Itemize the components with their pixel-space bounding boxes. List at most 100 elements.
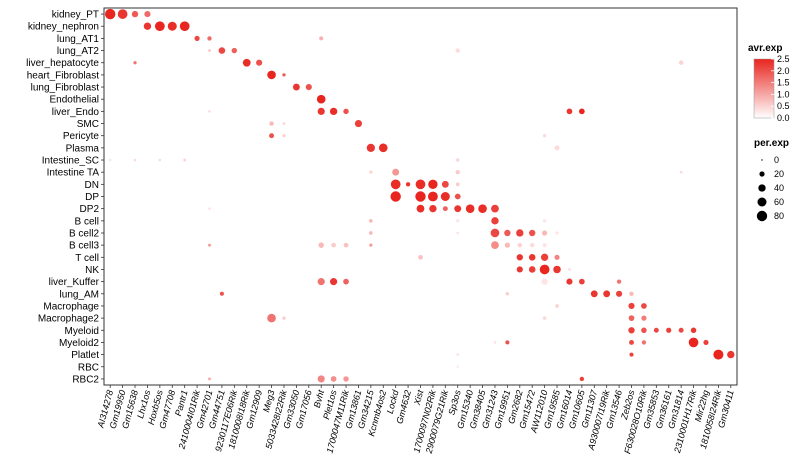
dot [133, 158, 137, 162]
dot [416, 204, 425, 213]
dot [343, 278, 349, 285]
color-legend: avr.exp 2.5 2.0 1.51.0 0.5 0.0 [748, 43, 790, 123]
dot [318, 242, 324, 248]
dot [567, 267, 572, 272]
color-legend-tick-label: 0.5 [777, 101, 790, 111]
column-labels: AI314278Gm19950Gm15638Lhx1osHoxb5osGm477… [95, 385, 736, 455]
row-label: liver_hepatocyte [26, 58, 99, 69]
dot [330, 376, 337, 382]
row-label: RBC [78, 362, 99, 373]
dot [491, 204, 499, 213]
column-label: Xist [412, 388, 426, 407]
size-legend-label: 80 [774, 211, 784, 221]
dot [616, 279, 622, 284]
color-legend-tick-label: 0.0 [777, 113, 790, 123]
size-legend-label: 0 [774, 155, 779, 165]
dot [666, 327, 672, 333]
dot [317, 107, 325, 115]
dot [343, 242, 349, 248]
dot [542, 230, 548, 236]
dot [108, 158, 112, 162]
dot [579, 278, 585, 285]
dot [427, 191, 438, 202]
dot [282, 316, 286, 320]
dot [465, 204, 475, 213]
row-label: Macrophage [43, 301, 99, 312]
dot [256, 59, 263, 66]
dot [542, 134, 547, 138]
dot [454, 193, 461, 200]
size-legend-dot [757, 197, 767, 207]
dot [369, 243, 373, 247]
dot [554, 254, 560, 260]
dot [629, 291, 634, 296]
dot [530, 242, 535, 248]
size-legend-dot [759, 171, 765, 177]
row-labels: kidney_PTkidney_nephronlung_AT1lung_AT2l… [26, 10, 104, 385]
dot [628, 327, 635, 334]
dot [491, 217, 499, 225]
dot [542, 316, 547, 320]
row-label: lung_AT2 [57, 46, 100, 57]
dot [455, 158, 460, 162]
dot [415, 191, 426, 202]
dot [566, 108, 573, 115]
dot [143, 22, 152, 30]
dot [179, 21, 190, 32]
dot [366, 143, 375, 152]
size-legend-dot [758, 184, 766, 192]
dot [330, 278, 338, 286]
dot [653, 327, 659, 333]
dot [343, 108, 349, 115]
dot [242, 58, 251, 67]
dot [456, 219, 460, 223]
dot [208, 207, 211, 210]
dot [566, 278, 573, 285]
dot [456, 365, 459, 368]
dot [369, 218, 373, 223]
row-label: B cell [75, 216, 99, 227]
dot [231, 47, 238, 54]
dot [491, 241, 499, 250]
dot [105, 8, 116, 20]
dot [305, 83, 312, 91]
dot [641, 340, 647, 345]
color-legend-bar [753, 58, 775, 119]
row-label: liver_Kuffer [49, 277, 100, 288]
row-label: Myeloid2 [59, 338, 99, 349]
dot [208, 377, 211, 381]
dot [378, 143, 388, 153]
dot [267, 70, 276, 80]
dot [542, 219, 547, 223]
row-label: liver_Endo [52, 107, 100, 118]
dot [208, 110, 211, 113]
dot [456, 353, 460, 357]
row-label: Plasma [66, 143, 100, 154]
color-legend-tick-label: 2.5 [777, 54, 790, 64]
dot [629, 352, 634, 357]
row-label: Intestine_SC [42, 156, 99, 167]
dot [390, 191, 401, 202]
dot [478, 204, 487, 213]
dot [133, 61, 137, 65]
dot [415, 179, 426, 190]
dot [405, 182, 411, 187]
row-label: DP [85, 192, 99, 203]
row-label: Macrophage2 [38, 314, 100, 325]
size-legend-label: 40 [774, 183, 784, 193]
dot [267, 313, 276, 323]
dot [641, 327, 647, 334]
dot [555, 231, 559, 235]
dot [490, 228, 500, 238]
dot [329, 107, 338, 116]
dot [282, 134, 286, 138]
dot [678, 60, 684, 65]
dot [331, 242, 336, 248]
dot [554, 145, 560, 151]
dot [529, 229, 536, 237]
dot [504, 229, 511, 237]
dot [516, 254, 523, 261]
size-legend-dot [756, 210, 768, 222]
dot [194, 35, 200, 42]
dot [628, 315, 635, 321]
